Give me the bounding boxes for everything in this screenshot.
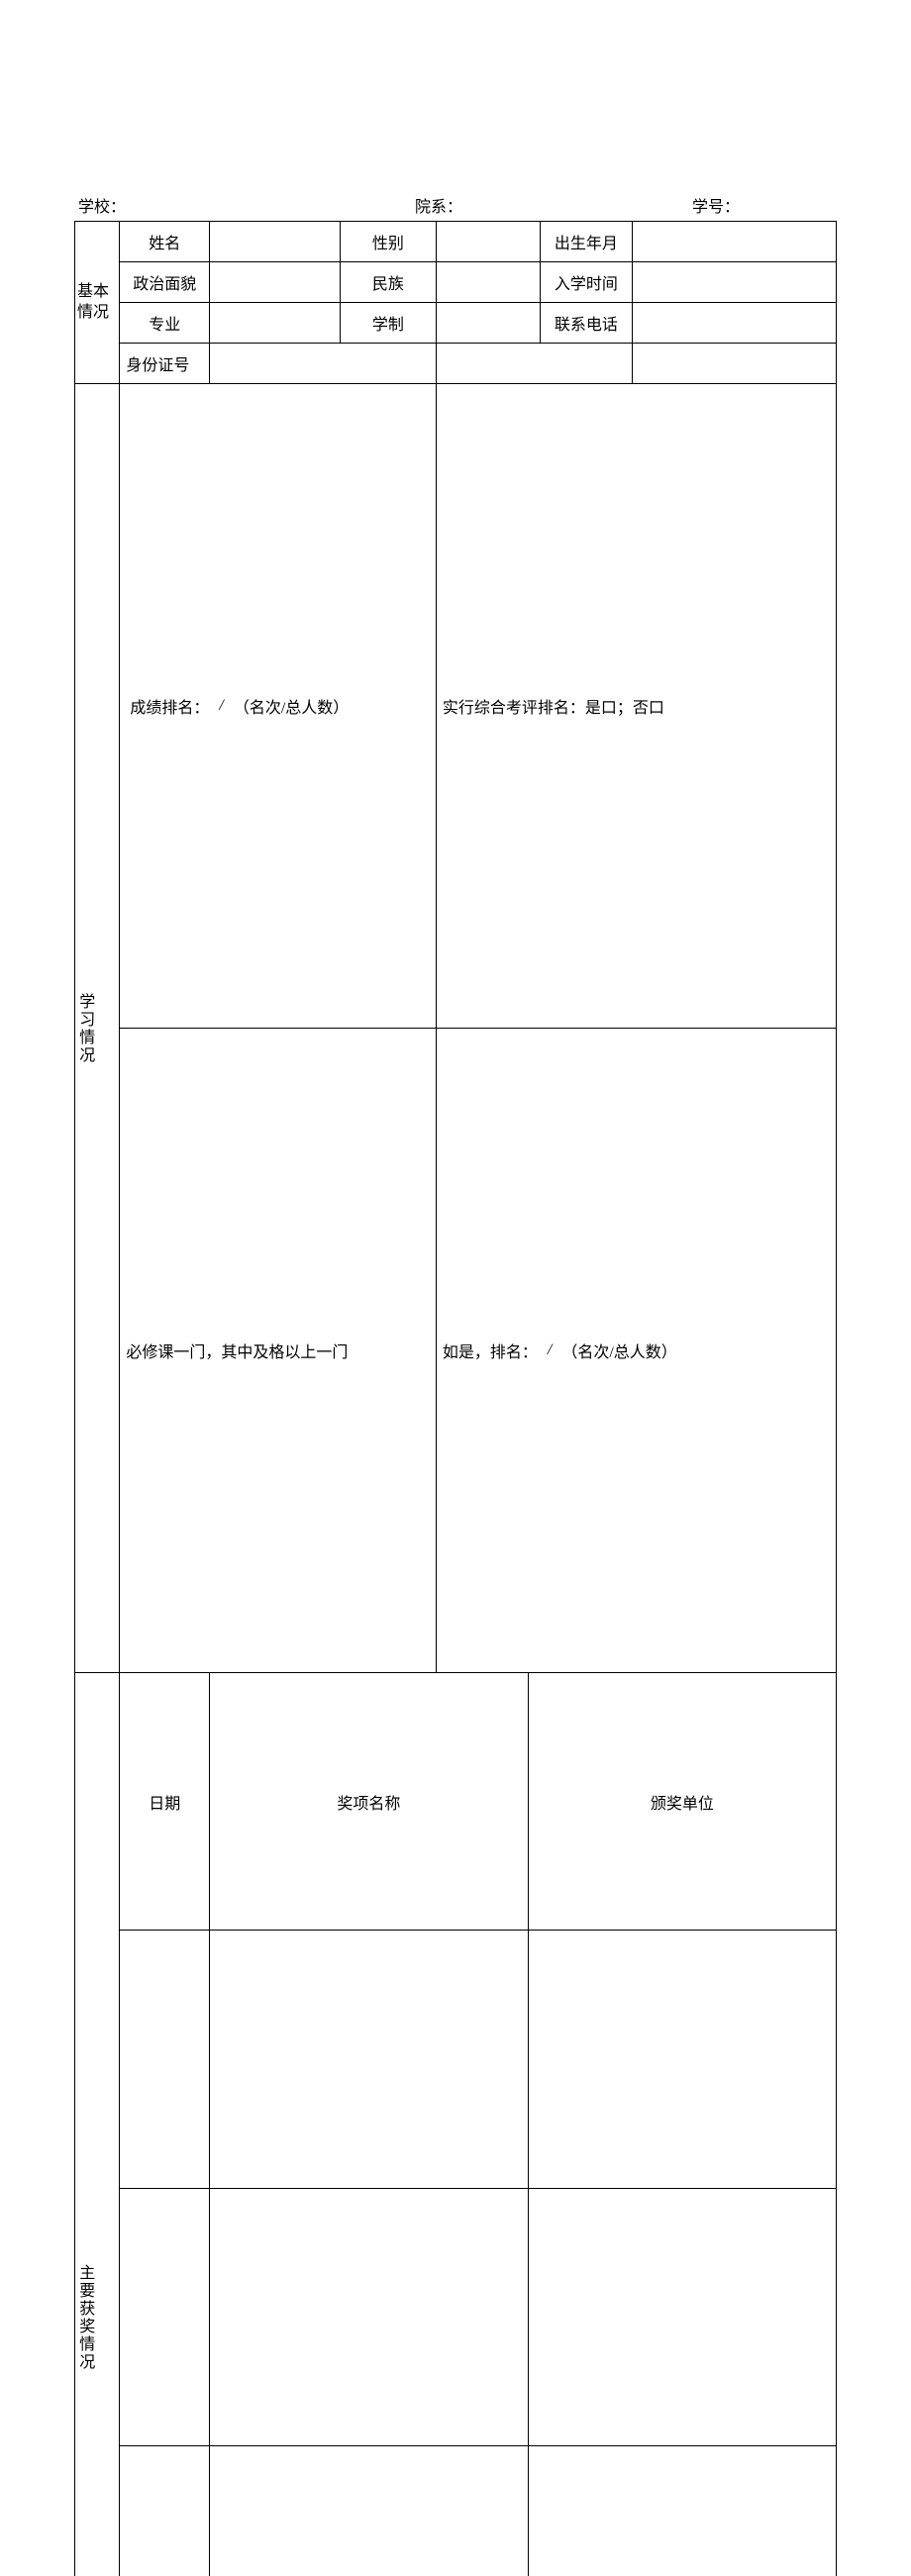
header-school: 学校： [78, 193, 415, 217]
awards-header-date: 日期 [120, 1782, 209, 1822]
header-id: 学号： [692, 193, 837, 217]
awards-row-1 [75, 1931, 837, 2188]
label-major: 专业 [120, 303, 209, 343]
study-ifyes: 如是，排名： / （名次/总人数） [437, 1331, 836, 1370]
field-idnum-a[interactable] [210, 344, 436, 383]
label-politics: 政治面貌 [120, 262, 209, 302]
field-idnum-b[interactable] [437, 344, 632, 383]
study-rank-suffix: （名次/总人数） [234, 694, 349, 718]
awards-3-date[interactable] [120, 2555, 209, 2576]
awards-1-date[interactable] [120, 2039, 209, 2079]
label-name: 姓名 [120, 222, 209, 261]
study-rank: 成绩排名： / （名次/总人数） [120, 686, 436, 726]
field-gender[interactable] [437, 222, 540, 261]
study-rank-slash: / [209, 697, 233, 715]
awards-row-3 [75, 2446, 837, 2576]
field-duration[interactable] [437, 303, 540, 343]
awards-3-org[interactable] [529, 2555, 836, 2576]
section-study-label: 学习情况 [75, 384, 94, 1672]
study-ifyes-slash: / [538, 1341, 561, 1359]
label-phone: 联系电话 [541, 303, 632, 343]
field-politics[interactable] [210, 262, 340, 302]
section-awards: 主要获奖情况 [75, 1673, 120, 2576]
section-basic-label: 基本情况 [75, 276, 119, 330]
section-awards-label: 主要获奖情况 [75, 1673, 94, 2576]
field-birth[interactable] [633, 222, 836, 261]
dept-label: 院系： [415, 193, 462, 217]
header-dept: 院系： [415, 193, 692, 217]
label-idnum: 身份证号 [120, 344, 209, 383]
study-ifyes-suffix: （名次/总人数） [561, 1338, 676, 1362]
section-basic: 基本情况 [75, 222, 120, 384]
header-line: 学校： 院系： 学号： [74, 193, 837, 217]
field-ethnic[interactable] [437, 262, 540, 302]
section-study: 学习情况 [75, 384, 120, 1673]
label-gender: 性别 [341, 222, 436, 261]
label-enroll: 入学时间 [541, 262, 632, 302]
study-ifyes-prefix: 如是，排名： [443, 1338, 538, 1362]
page-root: 学校： 院系： 学号： 基本情况 姓名 性别 [0, 0, 911, 2576]
field-name[interactable] [210, 222, 340, 261]
study-rank-prefix: 成绩排名： [130, 694, 209, 718]
form-table: 基本情况 姓名 性别 出生年月 政治面貌 民族 入学时间 专业 学制 联系电话 [74, 221, 837, 2576]
field-idnum-c[interactable] [633, 344, 836, 383]
label-ethnic: 民族 [341, 262, 436, 302]
awards-1-name[interactable] [210, 2039, 528, 2079]
study-eval: 实行综合考评排名：是口；否口 [437, 686, 836, 726]
awards-row-2 [75, 2188, 837, 2445]
awards-header-org: 颁奖单位 [529, 1782, 836, 1822]
awards-2-org[interactable] [529, 2297, 836, 2336]
school-label: 学校： [78, 193, 126, 217]
field-phone[interactable] [633, 303, 836, 343]
awards-2-date[interactable] [120, 2297, 209, 2336]
label-duration: 学制 [341, 303, 436, 343]
awards-2-name[interactable] [210, 2297, 528, 2336]
label-birth: 出生年月 [541, 222, 632, 261]
awards-3-name[interactable] [210, 2555, 528, 2576]
awards-header-name: 奖项名称 [210, 1782, 528, 1822]
awards-1-org[interactable] [529, 2039, 836, 2079]
field-enroll[interactable] [633, 262, 836, 302]
study-required: 必修课一门，其中及格以上一门 [120, 1331, 436, 1370]
field-major[interactable] [210, 303, 340, 343]
id-label: 学号： [692, 193, 740, 217]
